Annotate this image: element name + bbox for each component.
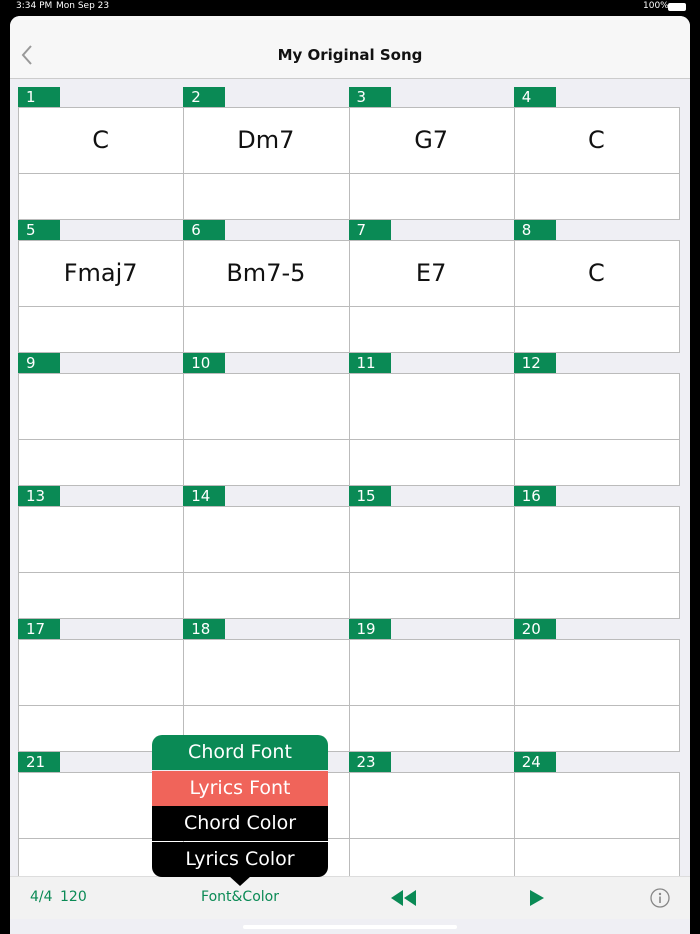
lyrics-box[interactable]	[183, 173, 350, 220]
chord-box[interactable]	[183, 373, 350, 440]
lyrics-box[interactable]	[513, 439, 680, 486]
menu-item[interactable]: Chord Font	[152, 735, 328, 770]
chord-box[interactable]	[513, 240, 680, 307]
lyrics-box[interactable]	[183, 572, 350, 619]
lyrics-box[interactable]	[513, 173, 680, 220]
chord[interactable]: E7	[415, 259, 447, 287]
measure-number: 21	[18, 752, 60, 772]
lyrics-box[interactable]	[348, 173, 515, 220]
measure-number: 16	[513, 486, 556, 506]
measure-number: 13	[18, 486, 60, 506]
status-battery: 100%	[643, 1, 669, 11]
chord-box[interactable]	[183, 639, 350, 706]
nav-bar: My Original Song	[10, 16, 690, 79]
chord-box[interactable]	[18, 373, 185, 440]
menu-item[interactable]: Lyrics Color	[152, 841, 328, 877]
lyrics-box[interactable]	[18, 306, 185, 353]
chord-box[interactable]	[18, 506, 185, 573]
measure-number: 12	[513, 353, 556, 373]
chord[interactable]: C	[587, 126, 605, 154]
toolbar: 4/4 120 Font&Color	[10, 876, 690, 919]
measure-number: 4	[513, 87, 556, 107]
title: My Original Song	[277, 46, 423, 64]
chord[interactable]: C	[92, 126, 109, 154]
chord-box[interactable]	[513, 506, 680, 573]
info-button[interactable]	[650, 888, 670, 908]
font-color-button[interactable]: Font&Color	[201, 889, 279, 905]
lyrics-box[interactable]	[348, 439, 515, 486]
chord[interactable]: Fmaj7	[63, 259, 138, 287]
chord-box[interactable]	[348, 639, 515, 706]
battery-icon	[668, 3, 686, 11]
lyrics-box[interactable]	[513, 306, 680, 353]
chord-box[interactable]	[513, 772, 680, 839]
chord[interactable]: G7	[414, 126, 449, 154]
menu-item[interactable]: Lyrics Font	[152, 770, 328, 806]
chord-box[interactable]	[183, 107, 350, 174]
lyrics-box[interactable]	[513, 705, 680, 752]
chord-box[interactable]	[348, 506, 515, 573]
measure-number: 11	[348, 353, 391, 373]
menu-item[interactable]: Chord Color	[152, 806, 328, 841]
measure-number: 9	[18, 353, 60, 373]
chord-box[interactable]	[513, 639, 680, 706]
home-indicator	[243, 925, 457, 929]
chord[interactable]: C	[587, 259, 605, 287]
lyrics-box[interactable]	[18, 173, 185, 220]
tempo[interactable]: 120	[60, 889, 87, 905]
lyrics-box[interactable]	[18, 439, 185, 486]
chord-box[interactable]	[348, 373, 515, 440]
chord[interactable]: Dm7	[237, 126, 295, 154]
time-signature[interactable]: 4/4	[30, 889, 53, 905]
lyrics-box[interactable]	[18, 572, 185, 619]
chord-box[interactable]	[18, 107, 185, 174]
chord-box[interactable]	[513, 373, 680, 440]
popup-arrow	[229, 876, 251, 886]
popup-menu: Chord Font Lyrics Font Chord Color Lyrics C…	[152, 735, 328, 877]
chord-box[interactable]	[18, 639, 185, 706]
measure-number: 8	[513, 220, 556, 240]
measure-number: 5	[18, 220, 60, 240]
measure-number: 24	[513, 752, 556, 772]
measure-number: 17	[18, 619, 60, 639]
measure-number: 2	[183, 87, 226, 107]
measure-number: 20	[513, 619, 556, 639]
chord-box[interactable]	[183, 506, 350, 573]
lyrics-box[interactable]	[348, 572, 515, 619]
measure-number: 3	[348, 87, 391, 107]
measure-number: 1	[18, 87, 60, 107]
measure-number: 23	[348, 752, 391, 772]
status-date: Mon Sep 23	[56, 1, 110, 11]
lyrics-box[interactable]	[183, 439, 350, 486]
measure-number: 7	[348, 220, 391, 240]
rewind-button[interactable]	[391, 890, 417, 906]
lyrics-box[interactable]	[348, 705, 515, 752]
measure-number: 15	[348, 486, 391, 506]
measure-number: 10	[183, 353, 226, 373]
chord-box[interactable]	[18, 240, 185, 307]
chord[interactable]: Bm7-5	[226, 259, 306, 287]
measure-number: 6	[183, 220, 226, 240]
status-time: 3:34 PM	[16, 1, 53, 11]
measure-number: 14	[183, 486, 226, 506]
play-button[interactable]	[530, 890, 544, 906]
sheet: My Original Song 1 C 2 Dm7 3 G7 4 C 5 Fmaj7 6 Bm7-5…	[10, 16, 690, 934]
lyrics-box[interactable]	[513, 572, 680, 619]
lyrics-box[interactable]	[183, 306, 350, 353]
chord-box[interactable]	[348, 772, 515, 839]
lyrics-box[interactable]	[348, 306, 515, 353]
measure-number: 19	[348, 619, 391, 639]
back-button[interactable]	[20, 44, 34, 66]
measure-number: 18	[183, 619, 226, 639]
